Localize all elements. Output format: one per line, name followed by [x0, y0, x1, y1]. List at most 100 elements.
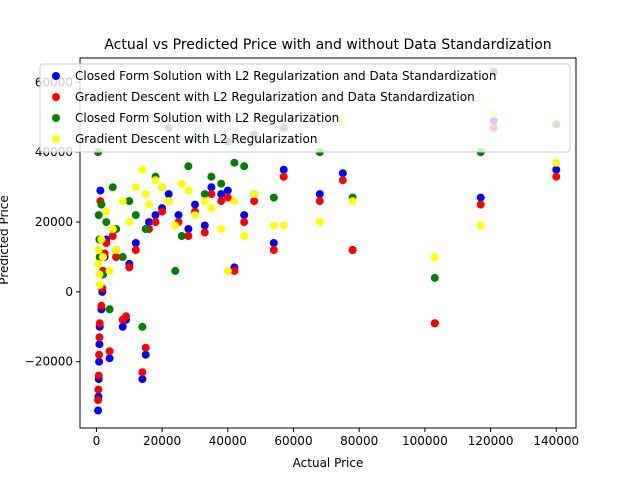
series-0-point — [476, 193, 485, 202]
series-3-point — [112, 246, 121, 254]
series-2-point — [240, 162, 249, 171]
x-tick-label: 60000 — [274, 434, 312, 448]
series-1-point — [112, 253, 121, 261]
x-axis-ticks: 0 20000 40000 60000 80000 100000 120000 140000 — [93, 428, 579, 448]
series-3-point — [99, 253, 107, 261]
series-1-point — [95, 350, 104, 359]
series-0-point — [96, 186, 105, 195]
series-1-point — [95, 319, 104, 328]
series-2-point — [217, 179, 226, 188]
series-3-point — [141, 190, 150, 199]
series-1-point — [200, 228, 209, 237]
legend-box — [39, 63, 571, 153]
series-1-point — [158, 207, 167, 216]
series-0-point — [145, 218, 153, 227]
x-tick-label: 100000 — [402, 434, 448, 448]
series-0-point — [240, 211, 249, 220]
series-1-point — [184, 232, 193, 240]
series-3-point — [279, 221, 288, 230]
series-0-point — [184, 225, 193, 233]
legend-marker — [52, 93, 60, 101]
series-3-point — [158, 183, 167, 192]
series-1-point — [348, 246, 357, 254]
series-0-point — [95, 357, 104, 366]
legend-marker — [52, 72, 60, 80]
y-tick-label: 0 — [65, 285, 73, 299]
series-2-point — [171, 266, 180, 275]
series-3-point — [151, 176, 160, 185]
x-tick-label: 0 — [93, 434, 101, 448]
series-1-point — [279, 172, 288, 181]
series-1-point — [250, 197, 259, 206]
series-2-point — [131, 211, 140, 220]
series-2-point — [200, 190, 209, 199]
series-0-point — [131, 239, 140, 247]
series-3-point — [177, 179, 186, 188]
series-0-point — [118, 322, 127, 331]
legend-marker — [52, 135, 60, 143]
y-tick-label: −20000 — [25, 355, 73, 369]
series-1-point — [430, 319, 439, 328]
series-1-point — [125, 263, 134, 272]
series-3-point — [102, 207, 111, 216]
series-0-point — [338, 169, 347, 178]
series-3-point — [94, 259, 103, 268]
x-axis-label: Actual Price — [293, 456, 364, 470]
series-3-point — [230, 197, 239, 206]
y-tick-label: 20000 — [35, 215, 73, 229]
series-3-point — [191, 211, 199, 220]
series-3-point — [207, 204, 216, 213]
series-3-point — [315, 218, 324, 227]
series-2-point — [94, 211, 103, 220]
series-1-point — [230, 266, 239, 275]
series-3-point — [95, 280, 104, 289]
series-1-point — [240, 218, 249, 227]
series-0-point — [217, 190, 226, 199]
series-2-point — [141, 225, 150, 233]
x-tick-label: 140000 — [533, 434, 579, 448]
series-3-point — [240, 232, 249, 240]
series-2-point — [177, 232, 186, 240]
series-0-point — [315, 190, 324, 199]
series-0-point — [151, 211, 160, 220]
series-1-point — [476, 200, 485, 209]
series-3-point — [552, 158, 561, 167]
series-0-point — [164, 190, 173, 199]
series-3-point — [217, 225, 226, 233]
series-3-point — [164, 197, 173, 206]
series-0-point — [552, 165, 561, 174]
series-3-point — [95, 270, 104, 279]
series-3-point — [269, 221, 278, 230]
series-1-point — [138, 368, 147, 377]
series-3-point — [430, 253, 439, 261]
series-0-point — [200, 221, 209, 230]
x-tick-label: 20000 — [143, 434, 181, 448]
series-2-point — [108, 183, 117, 192]
series-2-point — [269, 193, 278, 202]
legend-label: Closed Form Solution with L2 Regularizat… — [75, 111, 339, 125]
series-3-point — [138, 165, 147, 174]
series-3-point — [145, 200, 153, 209]
series-1-point — [97, 301, 106, 310]
series-1-point — [315, 197, 324, 206]
series-2-point — [230, 158, 239, 167]
series-3-point — [250, 190, 259, 199]
plot-area — [79, 57, 577, 429]
series-3-point — [131, 183, 140, 192]
series-0-point — [105, 354, 114, 363]
series-0-point — [95, 340, 104, 349]
series-2-point — [207, 172, 216, 181]
series-0-point — [191, 200, 199, 209]
series-3-point — [200, 197, 209, 206]
legend-marker — [52, 114, 60, 122]
series-1-point — [94, 385, 103, 394]
series-1-point — [105, 347, 114, 356]
series-1-point — [141, 343, 150, 352]
legend-label: Gradient Descent with L2 Regularization … — [75, 90, 475, 104]
series-1-point — [217, 197, 226, 206]
series-3-point — [223, 266, 232, 275]
series-3-point — [476, 221, 485, 230]
series-3-point — [171, 221, 180, 230]
series-1-point — [223, 193, 232, 202]
